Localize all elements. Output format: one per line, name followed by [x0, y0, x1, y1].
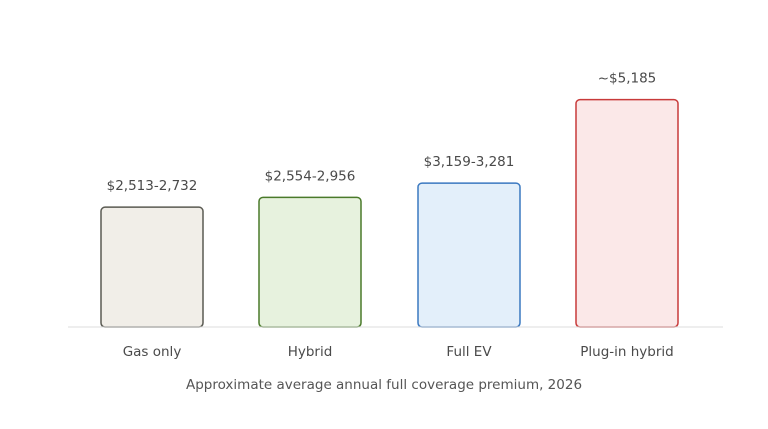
bar-4	[575, 98, 679, 328]
category-label-2: Hybrid	[288, 344, 333, 360]
value-label-1: $2,513-2,732	[107, 178, 198, 194]
bar-1	[100, 206, 204, 328]
category-label-1: Gas only	[123, 344, 182, 360]
value-label-2: $2,554-2,956	[265, 168, 356, 184]
category-label-4: Plug-in hybrid	[580, 344, 673, 360]
chart-caption: Approximate average annual full coverage…	[186, 377, 582, 393]
value-label-3: $3,159-3,281	[424, 154, 515, 170]
bars-group	[100, 98, 679, 328]
value-label-4: ~$5,185	[598, 71, 657, 87]
labels-group: $2,513-2,732 Gas only $2,554-2,956 Hybrid $3…	[107, 71, 674, 360]
bar-2	[258, 196, 362, 328]
category-label-3: Full EV	[446, 344, 492, 360]
bar-3	[417, 182, 521, 328]
